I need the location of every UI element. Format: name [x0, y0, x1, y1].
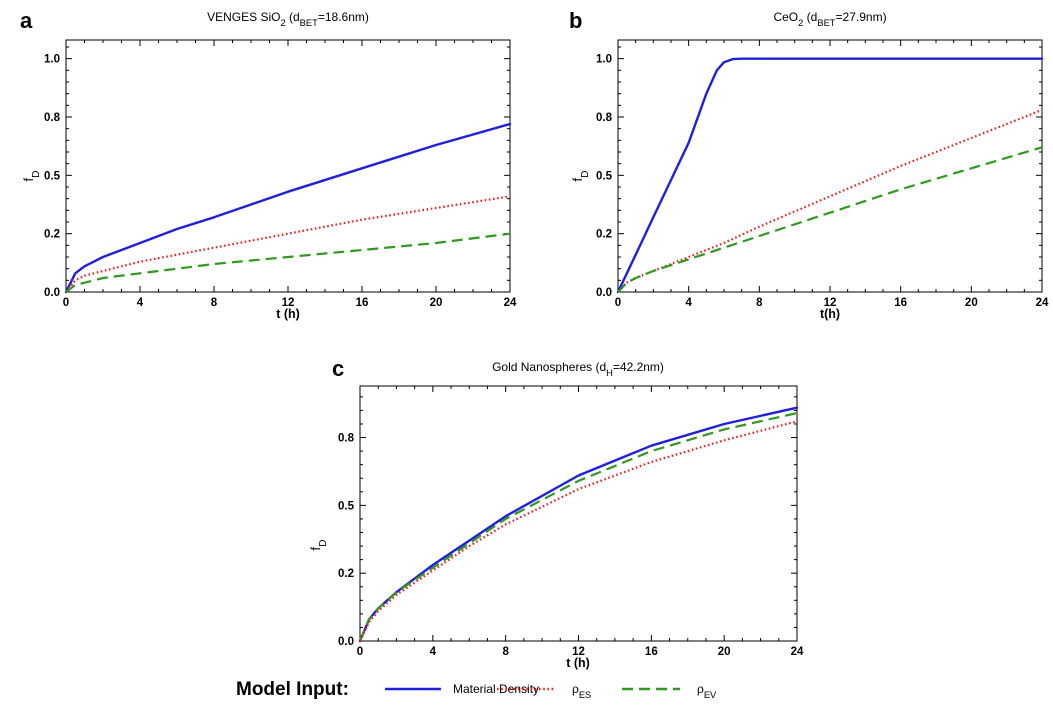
y-tick-label-b: 0.8 [596, 112, 613, 124]
x-axis-label-b: t(h) [820, 307, 840, 321]
series-line-rho_ev-c [358, 412, 798, 642]
x-tick-label-a: 0 [63, 297, 69, 309]
y-axis-label-group-a: fD [21, 171, 42, 182]
y-tick-label-a: 0.5 [44, 170, 61, 182]
x-axis-label-a: t (h) [276, 307, 300, 321]
series-line-material_density-a [64, 122, 512, 294]
y-tick-label-b: 1.0 [596, 54, 612, 66]
y-tick-label-c: 0.5 [338, 500, 355, 512]
series-line-rho_es-c [359, 420, 798, 642]
y-tick-label-a: 0.8 [44, 112, 61, 124]
x-tick-label-a: 24 [504, 297, 517, 309]
legend-label-material_density: Material Density [453, 682, 539, 696]
y-tick-label-a: 1.0 [44, 54, 60, 66]
series-line-rho_ev-b [617, 146, 1043, 293]
y-tick-label-a: 0.2 [44, 229, 60, 241]
x-tick-label-a: 8 [211, 297, 218, 309]
legend-title: Model Input: [236, 679, 349, 700]
series-line-rho_ev-a [65, 232, 511, 293]
panel-letter-a: a [20, 8, 33, 33]
y-axis-label-a: fD [21, 171, 42, 182]
chart-title-b: CeO2 (dBET=27.9nm) [773, 10, 886, 28]
y-axis-label-group-c: fD [308, 540, 329, 551]
legend-label-rho_ev: ρEV [697, 682, 717, 700]
panel-letter-b: b [569, 8, 582, 33]
x-tick-label-b: 0 [615, 297, 621, 309]
x-tick-label-c: 12 [572, 646, 585, 658]
y-tick-label-a: 0.0 [44, 287, 60, 299]
y-tick-label-b: 0.5 [596, 170, 613, 182]
x-tick-label-a: 12 [282, 297, 295, 309]
x-tick-label-a: 20 [430, 297, 443, 309]
y-axis-label-b: fD [570, 171, 591, 182]
x-tick-label-a: 16 [356, 297, 369, 309]
y-axis-label-c: fD [308, 540, 329, 551]
x-tick-label-a: 4 [137, 297, 144, 309]
series-line-rho_es-a [65, 195, 511, 293]
x-tick-label-b: 24 [1036, 297, 1049, 309]
x-tick-label-c: 0 [357, 646, 363, 658]
y-tick-label-c: 0.0 [338, 636, 354, 648]
legend: Model Input: Material Density ρES ρEV [236, 679, 717, 700]
x-tick-label-c: 24 [791, 646, 804, 658]
y-tick-label-b: 0.2 [596, 229, 612, 241]
series-line-material_density-c [358, 406, 799, 643]
chart-panel-c: c Gold Nanospheres (dH=42.2nm) 0 4 8 12 16 20 24… [308, 356, 804, 670]
chart-panel-b: b CeO2 (dBET=27.9nm) 0 4 8 12 16 20 24 0.0 0.2 0.5 0… [569, 8, 1049, 321]
y-tick-label-c: 0.8 [338, 433, 355, 445]
plot-frame-c [359, 385, 798, 642]
x-tick-label-b: 12 [824, 297, 837, 309]
x-tick-label-b: 16 [894, 297, 907, 309]
x-tick-label-b: 4 [685, 297, 692, 309]
chart-panel-a: a VENGES SiO2 (dBET=18.6nm) 0 4 8 12 16 20 24 0.0… [20, 8, 517, 321]
chart-title-a: VENGES SiO2 (dBET=18.6nm) [207, 10, 369, 28]
x-axis-label-c: t (h) [566, 656, 590, 670]
chart-title-c: Gold Nanospheres (dH=42.2nm) [492, 360, 664, 378]
x-tick-label-c: 16 [645, 646, 658, 658]
series-line-material_density-b [616, 57, 1044, 294]
x-tick-label-c: 8 [502, 646, 509, 658]
series-line-rho_es-b [617, 108, 1043, 293]
x-tick-label-b: 20 [965, 297, 978, 309]
y-tick-label-b: 0.0 [596, 287, 612, 299]
panel-letter-c: c [332, 356, 344, 381]
legend-label-rho_es: ρES [572, 682, 591, 700]
x-tick-label-c: 4 [430, 646, 437, 658]
plot-frame-a [65, 39, 511, 293]
x-tick-label-b: 8 [756, 297, 763, 309]
x-tick-label-c: 20 [718, 646, 731, 658]
y-axis-label-group-b: fD [570, 171, 591, 182]
y-tick-label-c: 0.2 [338, 568, 354, 580]
